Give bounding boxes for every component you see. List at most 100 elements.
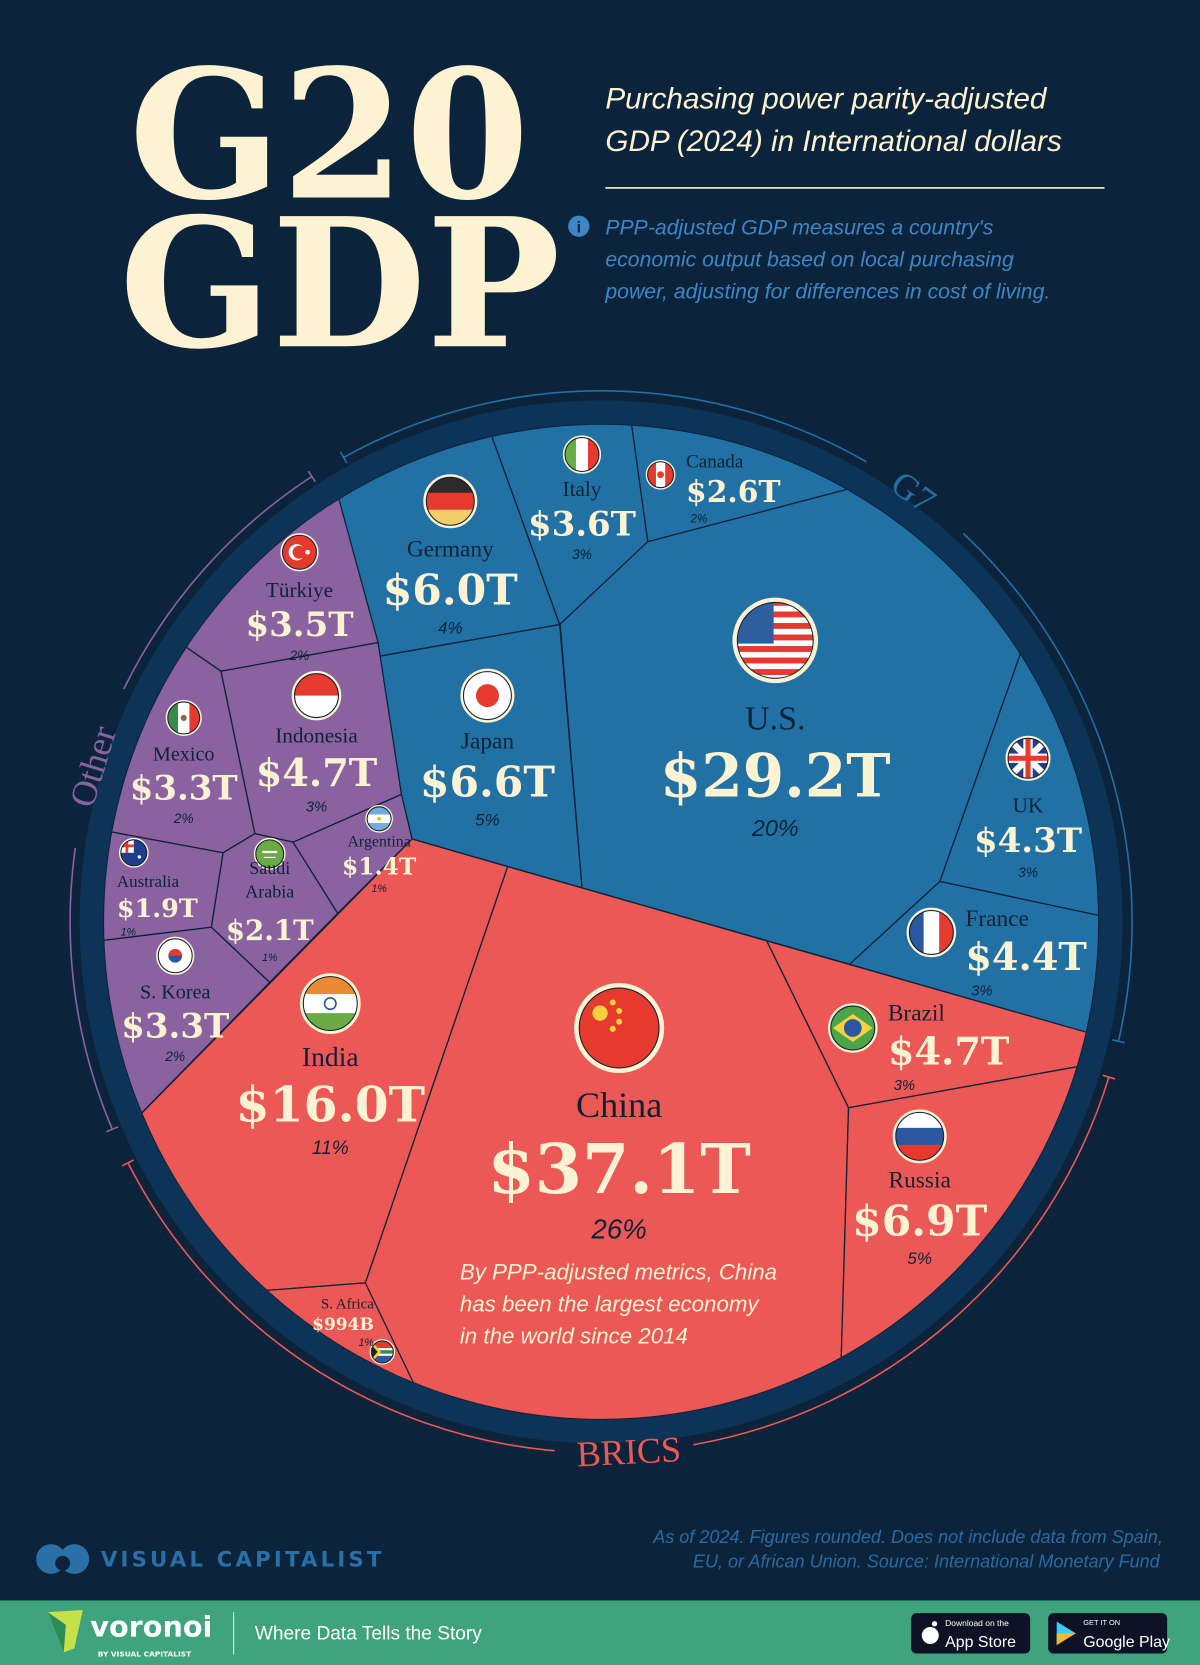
info-line-3: power, adjusting for differences in cost…: [604, 279, 1050, 303]
group-arc-g: [962, 532, 1133, 1042]
country-share: 1%: [121, 926, 136, 938]
chart-ring: [79, 400, 1123, 1444]
country-value: $6.6T: [420, 758, 555, 808]
country-label-indonesia: Indonesia $4.7T 3%: [256, 670, 378, 815]
country-label-s-africa: S. Africa $994B 1%: [312, 1296, 396, 1365]
country-share: 2%: [164, 1049, 185, 1064]
country-value: $4.4T: [965, 935, 1087, 980]
uk-flag-icon: [1005, 735, 1051, 781]
country-label-australia: Australia $1.9T 1%: [117, 837, 198, 938]
us-flag-icon: [732, 597, 819, 684]
group-label-brics: BRICS: [576, 1429, 682, 1474]
app-store-small-label: Download on the: [945, 1618, 1009, 1628]
country-name: S. Korea: [140, 981, 211, 1003]
country-name: Russia: [889, 1167, 952, 1193]
country-label-russia: Russia $6.9T 5%: [852, 1109, 988, 1268]
cell-brazil: [765, 939, 1099, 1109]
group-arc-tick: [1112, 1039, 1125, 1044]
apple-icon: [921, 1621, 939, 1644]
group-arc-brics: [127, 1162, 555, 1452]
country-name: India: [302, 1041, 359, 1072]
country-label-india: India$16.0T 11%: [236, 973, 425, 1159]
country-labels: U.S. $29.2T 20% Japan $6.6T 5% Germany $6.0T 4% I…: [117, 435, 1087, 1365]
country-name: Australia: [117, 872, 180, 891]
turkiye-flag-icon: [280, 533, 319, 572]
brazil-flag-icon: [828, 1003, 878, 1053]
footer-note-line-1: As of 2024. Figures rounded. Does not in…: [652, 1527, 1163, 1547]
footer-brand: VISUAL CAPITALIST: [101, 1547, 385, 1572]
google-play-label: Google Play: [1083, 1634, 1170, 1651]
country-name: Indonesia: [275, 723, 358, 747]
country-share: 1%: [358, 1337, 373, 1349]
country-label-brazil: Brazil $4.7T 3%: [828, 1001, 1010, 1094]
country-share: 2%: [173, 811, 194, 826]
country-label-italy: Italy $3.6T 3%: [528, 435, 636, 562]
argentina-flag-icon: [365, 804, 393, 833]
group-arc-tick: [121, 1159, 135, 1167]
country-share: 5%: [475, 811, 500, 830]
country-value: $1.4T: [342, 852, 417, 880]
france-flag-icon: [906, 907, 957, 958]
indonesia-flag-icon: [291, 670, 342, 721]
subtitle-line-1: Purchasing power parity-adjusted: [605, 82, 1048, 115]
country-share: 3%: [894, 1078, 915, 1094]
app-store-button[interactable]: Download on the App Store: [911, 1613, 1031, 1654]
group-arc-other: [123, 475, 313, 690]
country-value: $37.1T: [487, 1130, 750, 1210]
group-arc-tick: [106, 1126, 119, 1133]
country-value: $16.0T: [236, 1075, 425, 1133]
group-arc-brics: [693, 1076, 1110, 1446]
germany-flag-icon: [423, 474, 478, 529]
country-value: $2.1T: [226, 914, 314, 947]
subtitle-line-2: GDP (2024) in International dollars: [605, 125, 1062, 158]
country-name: Japan: [461, 729, 515, 755]
country-share: 11%: [312, 1138, 349, 1159]
country-share: 1%: [262, 952, 277, 964]
country-label-saudi-arabia: Saudi Arabia $2.1T 1%: [226, 837, 314, 964]
country-value: $1.9T: [117, 894, 198, 924]
info-circle-icon: i: [568, 215, 590, 237]
footer-note-line-2: EU, or African Union. Source: Internatio…: [693, 1552, 1161, 1572]
country-share: 3%: [306, 799, 327, 815]
app-store-label: App Store: [945, 1634, 1016, 1651]
country-name: U.S.: [745, 701, 805, 738]
country-value: $4.3T: [974, 821, 1082, 861]
china-annotation-line-2: has been the largest economy: [460, 1292, 761, 1317]
country-name: Argentina: [347, 833, 410, 850]
country-name: Germany: [407, 536, 494, 562]
country-share: 4%: [438, 618, 463, 637]
china-flag-icon: [574, 982, 665, 1074]
country-share: 2%: [690, 513, 708, 526]
russia-flag-icon: [892, 1109, 947, 1164]
country-share: 20%: [751, 815, 799, 841]
voronoi-logo-icon: [47, 1609, 83, 1653]
country-share: 3%: [971, 984, 992, 1000]
info-line-1: PPP-adjusted GDP measures a country's: [605, 216, 993, 240]
country-value: $3.3T: [121, 1006, 229, 1046]
country-value: $6.9T: [852, 1196, 987, 1246]
svg-text:i: i: [577, 220, 581, 237]
country-label-mexico: Mexico $3.3T 2%: [130, 699, 238, 826]
country-name: Brazil: [888, 1001, 946, 1027]
japan-flag-icon: [460, 668, 515, 723]
google-play-small-label: GET IT ON: [1083, 1618, 1120, 1627]
country-name: France: [965, 906, 1029, 932]
mexico-flag-icon: [165, 699, 202, 736]
title-line-1: G20: [129, 31, 530, 241]
country-value: $3.6T: [528, 504, 636, 544]
country-name: Saudi: [249, 858, 290, 878]
country-label-japan: Japan $6.6T 5%: [420, 668, 555, 830]
group-arc-tick: [307, 470, 317, 483]
country-share: 3%: [1018, 865, 1038, 880]
info-line-2: economic output based on local purchasin…: [605, 248, 1014, 272]
visual-capitalist-logo-icon: [36, 1544, 90, 1574]
canada-flag-icon: [645, 459, 676, 490]
country-value: $29.2T: [660, 742, 890, 812]
country-name: Türkiye: [266, 578, 333, 602]
google-play-button[interactable]: GET IT ON Google Play: [1048, 1613, 1170, 1654]
title-line-2: GDP: [119, 179, 560, 389]
country-name: Arabia: [245, 881, 294, 901]
